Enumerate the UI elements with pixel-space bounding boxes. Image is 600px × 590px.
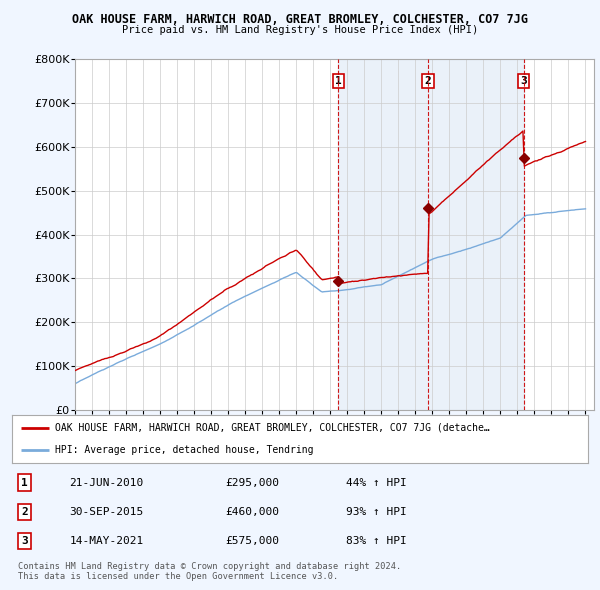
Text: £295,000: £295,000 xyxy=(225,477,279,487)
Text: OAK HOUSE FARM, HARWICH ROAD, GREAT BROMLEY, COLCHESTER, CO7 7JG (detache…: OAK HOUSE FARM, HARWICH ROAD, GREAT BROM… xyxy=(55,423,490,433)
Text: 21-JUN-2010: 21-JUN-2010 xyxy=(70,477,144,487)
Text: 1: 1 xyxy=(335,76,341,86)
Text: 1: 1 xyxy=(21,477,28,487)
Text: 44% ↑ HPI: 44% ↑ HPI xyxy=(346,477,407,487)
Text: £460,000: £460,000 xyxy=(225,507,279,517)
Text: 93% ↑ HPI: 93% ↑ HPI xyxy=(346,507,407,517)
Text: £575,000: £575,000 xyxy=(225,536,279,546)
Bar xyxy=(338,59,524,410)
Text: 3: 3 xyxy=(520,76,527,86)
Text: 2: 2 xyxy=(21,507,28,517)
Text: Price paid vs. HM Land Registry's House Price Index (HPI): Price paid vs. HM Land Registry's House … xyxy=(122,25,478,35)
Text: 14-MAY-2021: 14-MAY-2021 xyxy=(70,536,144,546)
Text: Contains HM Land Registry data © Crown copyright and database right 2024.
This d: Contains HM Land Registry data © Crown c… xyxy=(18,562,401,581)
Text: 2: 2 xyxy=(425,76,431,86)
Text: 30-SEP-2015: 30-SEP-2015 xyxy=(70,507,144,517)
Text: 3: 3 xyxy=(21,536,28,546)
Text: OAK HOUSE FARM, HARWICH ROAD, GREAT BROMLEY, COLCHESTER, CO7 7JG: OAK HOUSE FARM, HARWICH ROAD, GREAT BROM… xyxy=(72,13,528,26)
Text: 83% ↑ HPI: 83% ↑ HPI xyxy=(346,536,407,546)
Text: HPI: Average price, detached house, Tendring: HPI: Average price, detached house, Tend… xyxy=(55,445,314,455)
